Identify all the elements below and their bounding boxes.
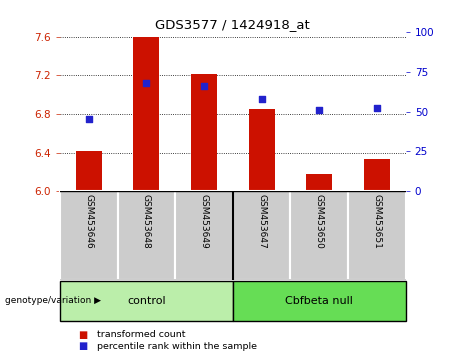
Point	[258, 96, 266, 102]
Text: GSM453651: GSM453651	[372, 194, 381, 249]
Text: GSM453646: GSM453646	[84, 194, 93, 249]
Point	[373, 105, 381, 111]
FancyBboxPatch shape	[290, 191, 348, 280]
FancyBboxPatch shape	[175, 191, 233, 280]
Title: GDS3577 / 1424918_at: GDS3577 / 1424918_at	[155, 18, 310, 31]
Point	[315, 107, 323, 113]
Point	[142, 80, 150, 86]
Bar	[306, 174, 332, 191]
Text: GSM453650: GSM453650	[315, 194, 324, 249]
Point	[85, 117, 92, 122]
Text: Cbfbeta null: Cbfbeta null	[285, 296, 353, 306]
Bar	[133, 37, 160, 191]
Bar	[364, 159, 390, 191]
Text: GSM453648: GSM453648	[142, 194, 151, 249]
Text: percentile rank within the sample: percentile rank within the sample	[97, 342, 257, 351]
Text: ■: ■	[78, 330, 88, 339]
FancyBboxPatch shape	[233, 280, 406, 321]
Text: control: control	[127, 296, 165, 306]
Text: genotype/variation ▶: genotype/variation ▶	[5, 296, 100, 306]
FancyBboxPatch shape	[348, 191, 406, 280]
FancyBboxPatch shape	[60, 280, 233, 321]
Text: GSM453649: GSM453649	[200, 194, 208, 249]
Bar	[248, 109, 275, 191]
Text: transformed count: transformed count	[97, 330, 185, 339]
FancyBboxPatch shape	[60, 191, 118, 280]
Bar	[191, 74, 217, 191]
Point	[200, 83, 207, 89]
Text: GSM453647: GSM453647	[257, 194, 266, 249]
FancyBboxPatch shape	[233, 191, 290, 280]
Text: ■: ■	[78, 341, 88, 351]
FancyBboxPatch shape	[118, 191, 175, 280]
Bar	[76, 150, 102, 191]
